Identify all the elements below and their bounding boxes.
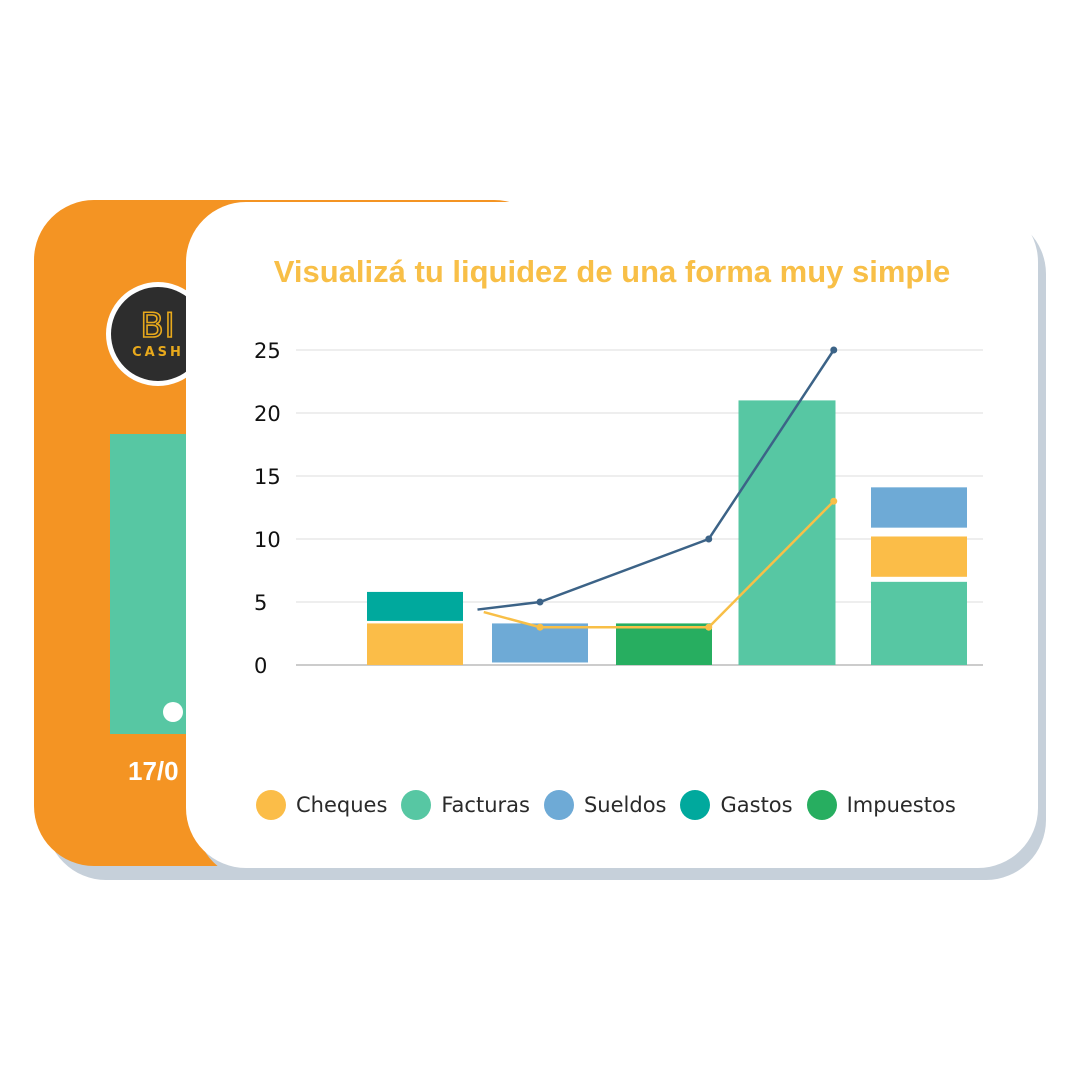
- legend-item: Sueldos: [543, 790, 667, 820]
- y-tick-label: 5: [254, 591, 267, 615]
- bar-segment: [871, 536, 967, 577]
- y-tick-label: 10: [254, 528, 281, 552]
- legend-item: Facturas: [401, 790, 530, 820]
- bar-segment: [616, 623, 712, 665]
- legend-item: Gastos: [680, 790, 793, 820]
- legend-item: Cheques: [256, 790, 387, 820]
- line-point: [830, 497, 838, 505]
- back-card-date: 17/0: [128, 756, 179, 786]
- y-tick-label: 20: [254, 402, 281, 426]
- legend-label: Facturas: [441, 793, 530, 817]
- legend-swatch: [806, 790, 837, 820]
- legend-label: Gastos: [720, 793, 793, 817]
- series-line: [483, 500, 835, 629]
- line-point: [705, 535, 713, 543]
- legend-swatch: [256, 790, 286, 820]
- legend-label: Cheques: [296, 793, 388, 817]
- bar-segment: [738, 400, 836, 665]
- bar-segment: [871, 581, 967, 665]
- chart-plot: 0 5 10 15 20 25: [254, 339, 983, 678]
- logo-letters: BI: [140, 305, 176, 346]
- y-tick-label: 15: [254, 465, 281, 489]
- chart-title: Visualizá tu liquidez de una forma muy s…: [273, 254, 951, 289]
- logo-word: CASH: [132, 344, 184, 360]
- series-line: [477, 349, 835, 611]
- legend-label: Sueldos: [583, 793, 667, 817]
- bar-segment: [367, 623, 463, 665]
- bar-segment: [871, 487, 967, 528]
- line-point: [536, 623, 544, 631]
- line-point: [830, 346, 838, 354]
- bar-segment: [367, 591, 463, 621]
- line-point: [705, 623, 713, 631]
- legend-swatch: [401, 790, 432, 820]
- back-card-dot: [163, 702, 183, 722]
- legend-swatch: [680, 790, 711, 820]
- legend-item: Impuestos: [806, 790, 956, 820]
- chart-card: Visualizá tu liquidez de una forma muy s…: [186, 202, 1038, 868]
- legend-label: Impuestos: [846, 793, 956, 817]
- chart-legend: Cheques Facturas Sueldos Gastos Impuestos: [256, 790, 956, 820]
- legend-swatch: [543, 790, 574, 820]
- y-tick-label: 0: [254, 654, 267, 678]
- y-tick-label: 25: [254, 339, 281, 363]
- line-point: [536, 598, 544, 606]
